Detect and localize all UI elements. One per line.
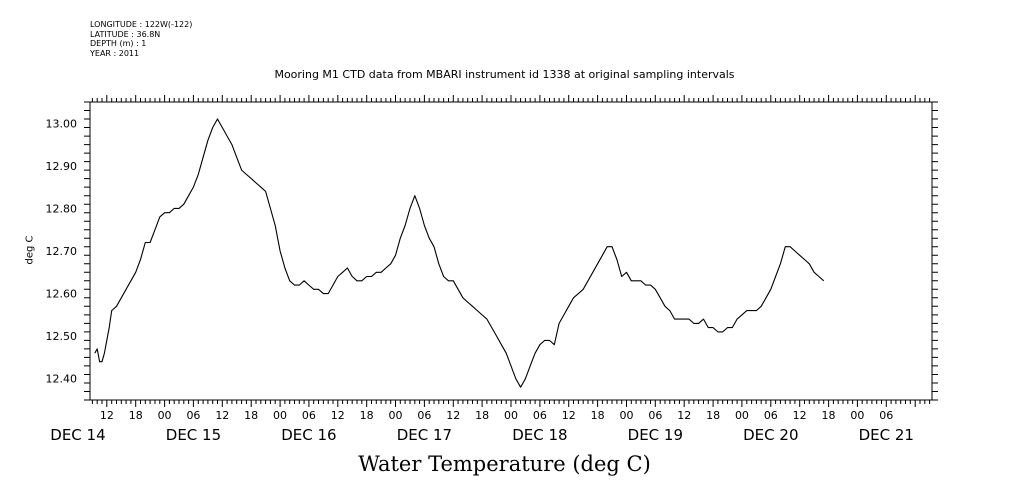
chart-title: Mooring M1 CTD data from MBARI instrumen… (274, 68, 735, 81)
x-top-ticks (91, 95, 931, 102)
x-day-label: DEC 20 (743, 426, 798, 444)
x-hour-tick-label: 12 (331, 409, 345, 422)
x-hour-tick-label: 18 (822, 409, 836, 422)
x-day-label: DEC 19 (628, 426, 683, 444)
y-tick-label: 12.40 (46, 373, 78, 386)
x-hour-tick-label: 06 (764, 409, 778, 422)
y-tick-label: 12.60 (46, 288, 78, 301)
x-hour-tick-label: 18 (591, 409, 605, 422)
x-hour-tick-label: 12 (446, 409, 460, 422)
x-hour-tick-label: 12 (562, 409, 576, 422)
x-hour-tick-label: 12 (100, 409, 114, 422)
x-day-label: DEC 18 (512, 426, 567, 444)
x-hour-tick-label: 06 (879, 409, 893, 422)
x-hour-tick-label: 00 (619, 409, 633, 422)
x-hour-tick-label: 00 (504, 409, 518, 422)
x-day-label: DEC 17 (397, 426, 452, 444)
y-tick-label: 12.70 (46, 245, 78, 258)
x-hour-tick-label: 18 (129, 409, 143, 422)
x-hour-tick-label: 00 (389, 409, 403, 422)
metadata-block: LONGITUDE : 122W(-122) LATITUDE : 36.8N … (90, 20, 192, 58)
y-tick-label: 12.50 (46, 330, 78, 343)
x-hour-tick-label: 00 (850, 409, 864, 422)
x-day-label: DEC 21 (859, 426, 914, 444)
x-hour-tick-label: 06 (417, 409, 431, 422)
x-hour-tick-label: 06 (302, 409, 316, 422)
x-hour-tick-label: 00 (158, 409, 172, 422)
x-hour-tick-label: 06 (533, 409, 547, 422)
plot-frame (89, 101, 933, 401)
y-tick-label: 12.80 (46, 202, 78, 215)
x-hour-tick-label: 18 (360, 409, 374, 422)
x-hour-tick-label: 18 (475, 409, 489, 422)
depth-label: DEPTH (m) : 1 (90, 39, 147, 48)
x-hour-tick-label: 06 (186, 409, 200, 422)
x-hour-tick-label: 12 (215, 409, 229, 422)
y-tick-label: 13.00 (46, 117, 78, 130)
x-hour-tick-label: 18 (706, 409, 720, 422)
longitude-label: LONGITUDE : 122W(-122) (90, 20, 193, 29)
x-hour-tick-label: 12 (677, 409, 691, 422)
year-label: YEAR : 2011 (90, 48, 140, 58)
latitude-label: LATITUDE : 36.8N (90, 29, 161, 39)
x-day-label: DEC 16 (281, 426, 336, 444)
chart-bottom-title: Water Temperature (deg C) (358, 452, 651, 476)
y-ticks (84, 101, 938, 401)
x-hour-tick-label: 18 (244, 409, 258, 422)
x-day-label: DEC 15 (166, 426, 221, 444)
x-bottom-ticks (91, 400, 931, 407)
x-day-label: DEC 14 (50, 426, 105, 444)
x-hour-tick-label: 12 (793, 409, 807, 422)
y-tick-label: 12.90 (46, 160, 78, 173)
x-hour-tick-label: 00 (273, 409, 287, 422)
x-hour-tick-label: 00 (735, 409, 749, 422)
x-hour-tick-label: 06 (648, 409, 662, 422)
series-line (94, 118, 825, 388)
